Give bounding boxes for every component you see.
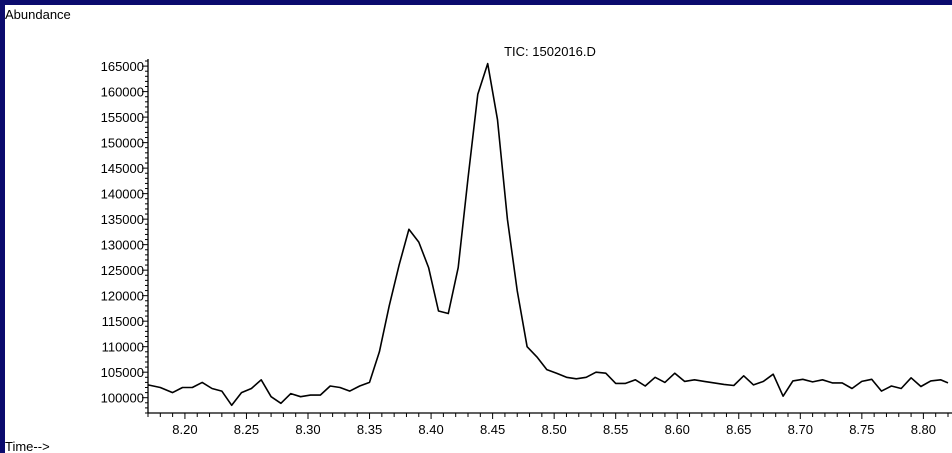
x-tick-labels: 8.20 8.25 8.30 8.35 8.40 8.45 8.50 8.55 8.60 8.65…	[172, 422, 936, 437]
x-tick-label: 8.45	[480, 422, 505, 437]
y-tick-label: 130000	[101, 238, 144, 253]
axes	[147, 59, 952, 414]
series-group	[147, 62, 949, 407]
y-tick-labels: 100000 105000 110000 115000 120000 125000 1300…	[101, 59, 144, 406]
y-tick-label: 140000	[101, 187, 144, 202]
y-tick-label: 115000	[102, 314, 144, 329]
x-tick-label: 8.55	[603, 422, 628, 437]
y-tick-label: 135000	[101, 212, 144, 227]
y-tick-label: 105000	[101, 365, 144, 380]
y-tick-label: 155000	[101, 110, 144, 125]
x-tick-label: 8.80	[911, 422, 936, 437]
chromatogram-chart: Abundance TIC: 1502016.D Time--> 1000001…	[5, 7, 952, 453]
x-tick-label: 8.30	[295, 422, 320, 437]
x-tick-label: 8.35	[357, 422, 382, 437]
y-tick-label: 120000	[101, 289, 144, 304]
y-tick-label: 145000	[101, 161, 144, 176]
x-tick-label: 8.65	[726, 422, 751, 437]
x-tick-label: 8.25	[234, 422, 259, 437]
y-axis-label: Abundance	[5, 7, 71, 22]
x-tick-label: 8.60	[665, 422, 690, 437]
chart-title: TIC: 1502016.D	[504, 44, 596, 59]
y-tick-label: 100000	[101, 391, 144, 406]
y-tick-label: 110000	[102, 340, 144, 355]
tick-marks	[142, 60, 949, 419]
x-tick-label: 8.50	[541, 422, 566, 437]
y-tick-label: 165000	[101, 59, 144, 74]
x-tick-label: 8.75	[849, 422, 874, 437]
x-tick-label: 8.20	[172, 422, 197, 437]
x-axis-label: Time-->	[5, 439, 50, 453]
tic-trace-line	[147, 62, 949, 407]
y-tick-label: 125000	[101, 263, 144, 278]
x-tick-label: 8.70	[788, 422, 813, 437]
x-tick-label: 8.40	[418, 422, 443, 437]
y-tick-label: 160000	[101, 85, 144, 100]
chart-panel: Abundance TIC: 1502016.D Time--> 100000 1…	[5, 5, 952, 453]
y-tick-label: 150000	[101, 136, 144, 151]
